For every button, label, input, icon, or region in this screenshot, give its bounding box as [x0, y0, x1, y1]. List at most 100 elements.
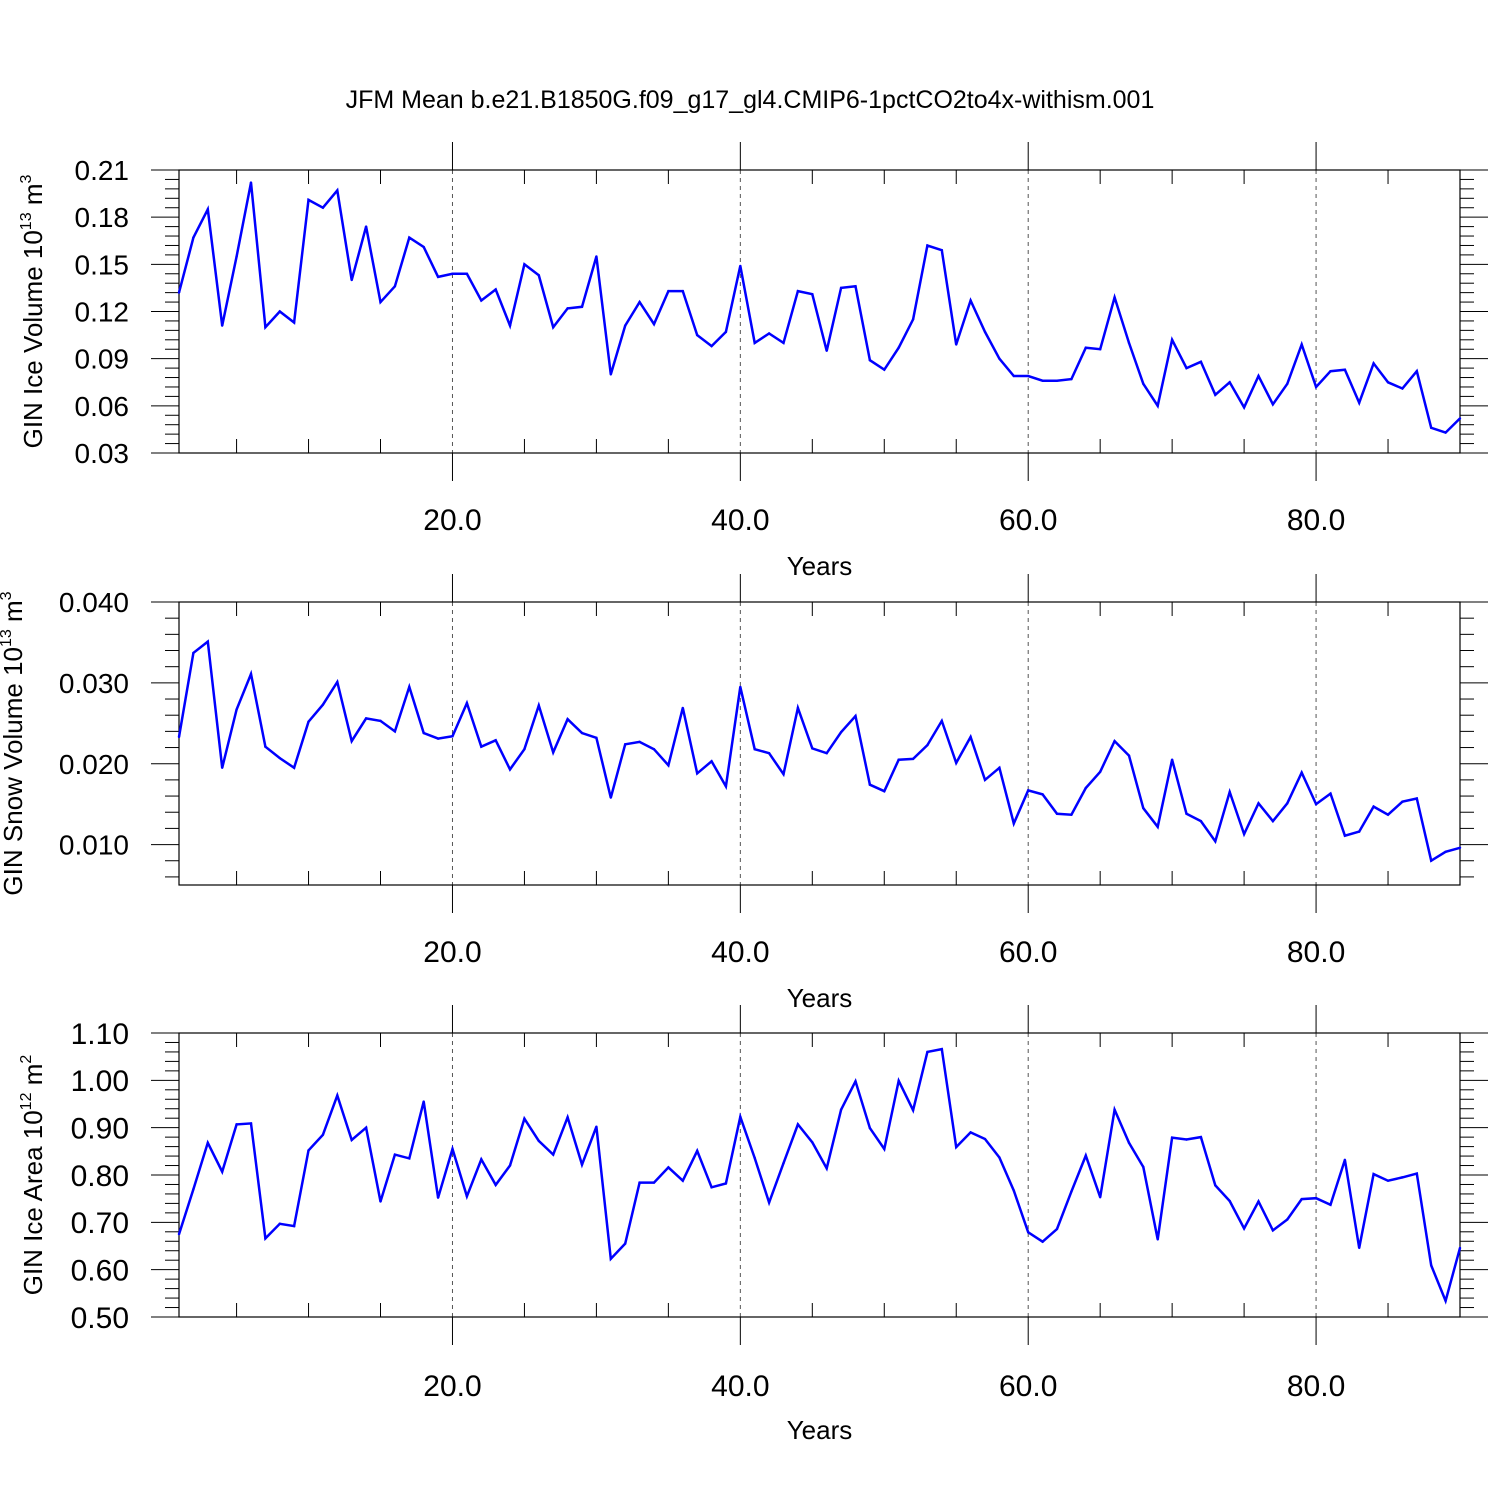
y-tick-label: 1.00 — [71, 1065, 129, 1098]
data-point — [1199, 1135, 1203, 1139]
y-tick-label: 0.030 — [59, 668, 129, 699]
data-point — [839, 730, 843, 734]
x-axis-title: Years — [787, 1415, 853, 1445]
data-point — [911, 318, 915, 321]
data-point — [926, 743, 929, 747]
data-point — [1242, 1227, 1246, 1230]
data-point — [1458, 1246, 1462, 1250]
data-point — [955, 1145, 958, 1149]
data-point — [1300, 771, 1303, 774]
y-tick-label: 0.09 — [75, 344, 130, 375]
data-point — [1271, 1229, 1275, 1232]
data-point — [767, 332, 771, 335]
y-tick-label: 0.60 — [71, 1254, 129, 1287]
data-point — [1372, 362, 1375, 365]
data-point — [623, 1242, 627, 1245]
data-point — [969, 1131, 972, 1134]
data-point — [1027, 1231, 1030, 1234]
data-point — [969, 735, 972, 739]
data-point — [1142, 382, 1145, 386]
data-point — [422, 1100, 425, 1103]
data-point — [1070, 377, 1073, 381]
data-point — [1156, 825, 1159, 828]
data-point — [897, 1079, 900, 1083]
data-point — [1170, 1136, 1174, 1139]
data-point — [379, 1200, 382, 1203]
data-point — [537, 704, 541, 707]
data-point — [983, 330, 987, 334]
data-point — [652, 747, 656, 751]
data-point — [1314, 385, 1318, 389]
data-point — [1170, 338, 1174, 341]
data-point — [552, 326, 555, 329]
data-point — [854, 285, 857, 288]
data-point — [1156, 1238, 1159, 1241]
y-axis-title: GIN Ice Area 1012 m2 — [18, 1055, 48, 1296]
data-point — [508, 1164, 512, 1167]
data-point — [955, 343, 958, 346]
data-point — [811, 747, 814, 750]
data-point — [1444, 850, 1447, 854]
data-point — [494, 739, 497, 742]
data-point — [537, 1139, 541, 1143]
data-point — [681, 1179, 684, 1182]
data-point — [566, 718, 569, 721]
data-point — [1012, 1189, 1016, 1192]
data-point — [278, 1222, 281, 1225]
data-point — [1214, 840, 1217, 843]
data-point — [969, 299, 972, 302]
data-point — [566, 1116, 569, 1119]
data-point — [422, 731, 425, 735]
data-point — [724, 1182, 728, 1185]
data-point — [523, 263, 526, 266]
y-tick-label: 0.50 — [71, 1302, 129, 1335]
data-point — [652, 1181, 656, 1184]
data-point — [609, 373, 612, 376]
data-point — [350, 1138, 353, 1142]
data-point — [782, 1161, 785, 1165]
y-axis-title: GIN Snow Volume 1013 m3 — [0, 591, 28, 895]
data-point — [1386, 381, 1390, 384]
data-point — [1242, 406, 1246, 409]
series-line — [177, 182, 1461, 435]
data-point — [1228, 1199, 1231, 1203]
data-point — [220, 324, 224, 327]
data-point — [336, 680, 339, 684]
data-point — [796, 1123, 800, 1126]
data-point — [264, 1237, 267, 1240]
data-point — [1098, 770, 1102, 773]
data-point — [451, 735, 454, 738]
data-point — [249, 181, 253, 184]
x-tick-label: 40.0 — [711, 504, 769, 537]
x-tick-label: 80.0 — [1287, 936, 1345, 969]
data-point — [1458, 846, 1462, 850]
x-tick-label: 80.0 — [1287, 504, 1345, 537]
data-point — [1055, 812, 1059, 816]
series-line — [177, 1047, 1462, 1305]
data-point — [1300, 343, 1303, 346]
y-tick-label: 0.03 — [75, 438, 130, 469]
data-point — [1041, 1240, 1044, 1243]
data-point — [868, 359, 872, 362]
data-point — [667, 764, 670, 767]
data-point — [364, 1126, 368, 1129]
data-point — [1300, 1197, 1303, 1201]
data-point — [1329, 792, 1332, 795]
data-point — [926, 244, 929, 247]
data-point — [278, 310, 281, 313]
data-point — [379, 719, 382, 723]
data-point — [1372, 1172, 1375, 1176]
data-point — [652, 322, 656, 326]
data-point — [436, 737, 440, 740]
data-point — [1372, 805, 1375, 808]
data-point — [839, 1108, 843, 1111]
y-axis-title: GIN Ice Volume 1013 m3 — [18, 174, 48, 448]
data-point — [422, 245, 425, 249]
data-point — [1314, 1196, 1318, 1200]
data-point — [1142, 1165, 1145, 1169]
data-point — [753, 747, 756, 751]
data-point — [681, 289, 684, 293]
data-point — [379, 300, 382, 304]
data-point — [1084, 786, 1087, 790]
